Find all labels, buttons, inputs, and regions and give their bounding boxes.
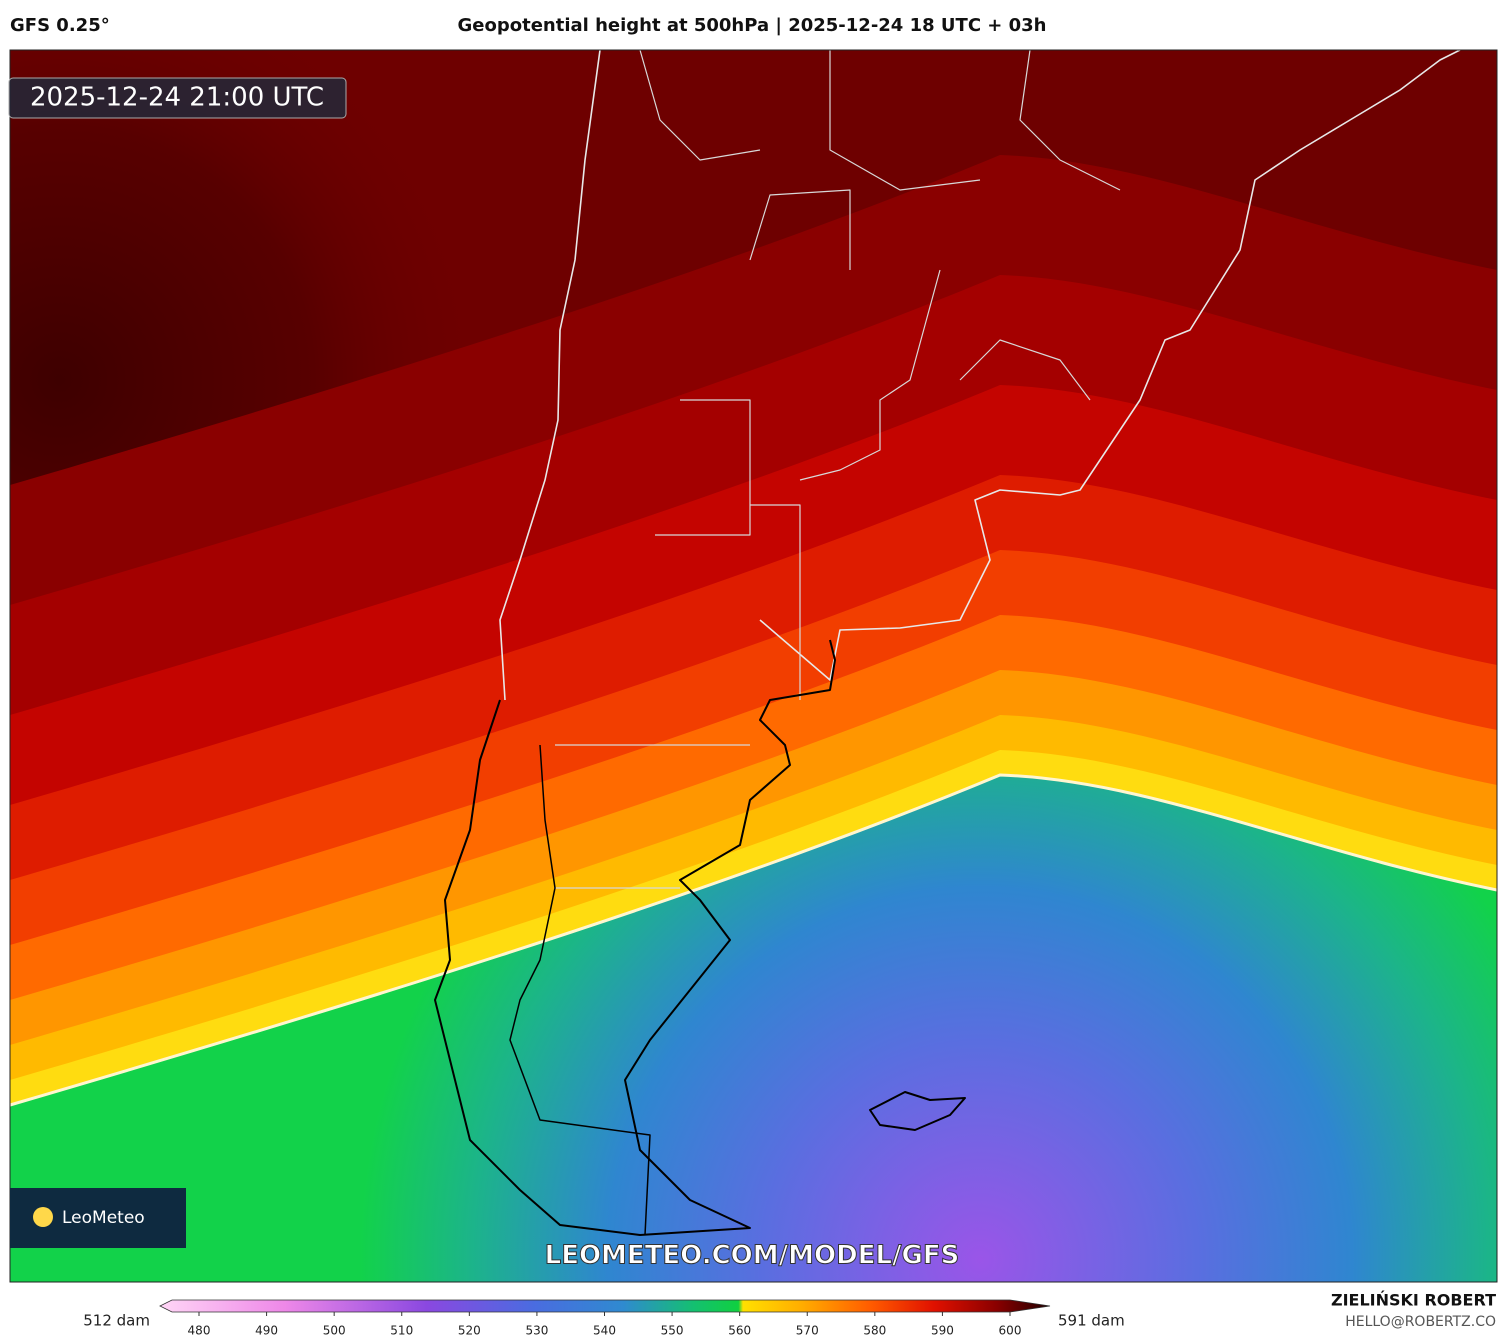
colorbar-bar	[159, 1299, 1051, 1313]
colorbar-tick-label: 590	[931, 1324, 954, 1338]
logo-text: LeoMeteo	[62, 1208, 145, 1228]
model-name: GFS 0.25°	[10, 15, 110, 36]
watermark: LEOMETEO.COM/MODEL/GFS	[545, 1241, 960, 1271]
colorbar-tick-label: 530	[525, 1324, 548, 1338]
logo-sun	[33, 1207, 53, 1227]
coastlines	[434, 50, 1461, 1236]
colorbar-left-label: 512 dam	[83, 1312, 150, 1330]
author-email: HELLO@ROBERTZ.CO	[1345, 1314, 1496, 1330]
map-title: Geopotential height at 500hPa | 2025-12-…	[457, 15, 1046, 36]
colorbar-tick-label: 480	[188, 1324, 211, 1338]
colorbar-right-label: 591 dam	[1058, 1312, 1125, 1330]
colorbar: 480 490 500 510 520 530 540 550 560 570 580 590 600	[159, 1299, 1051, 1338]
colorbar-tick-label: 550	[661, 1324, 684, 1338]
valid-time-box	[8, 77, 347, 119]
colorbar-tick-label: 600	[999, 1324, 1022, 1338]
colorbar-tick-label: 560	[728, 1324, 751, 1338]
colorbar-tick-label: 570	[796, 1324, 819, 1338]
colorbar-tick-label: 510	[390, 1324, 413, 1338]
author: ZIELIŃSKI ROBERT	[1331, 1291, 1496, 1310]
colorbar-tick-label: 520	[458, 1324, 481, 1338]
colorbar-tick-label: 540	[593, 1324, 616, 1338]
colorbar-tick-label: 580	[863, 1324, 886, 1338]
colorbar-tick-label: 500	[323, 1324, 346, 1338]
colorbar-tick-label: 490	[255, 1324, 278, 1338]
valid-time: 2025-12-24 21:00 UTC	[30, 83, 324, 113]
height-bands	[10, 155, 1497, 1282]
